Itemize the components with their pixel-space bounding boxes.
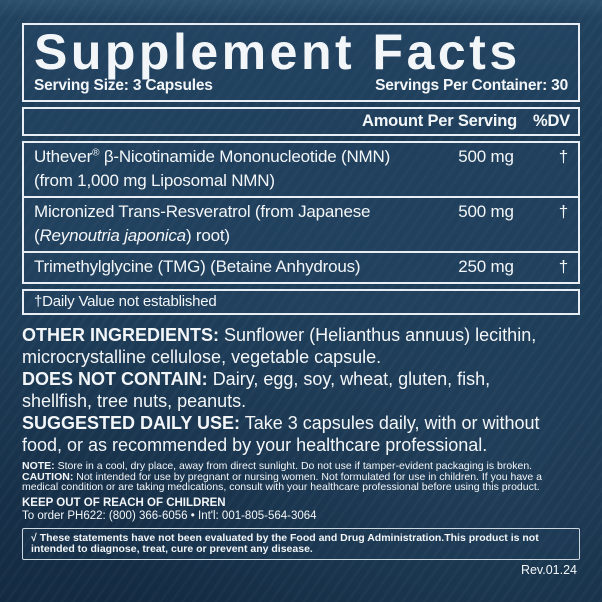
other-ingredients-label: OTHER INGREDIENTS: [22,325,220,345]
body-sections: OTHER INGREDIENTS: Sunflower (Helianthus… [22,324,544,456]
dv-value: † [558,257,568,276]
suggested-daily-use-section: SUGGESTED DAILY USE: Take 3 capsules dai… [22,412,544,456]
caution-text: Not intended for use by pregnant or nurs… [22,470,543,493]
dv-value: † [558,202,568,221]
ingredient-row-tmg: Trimethylglycine (TMG) (Betaine Anhydrou… [24,251,578,282]
caution-label: CAUTION: [22,470,74,483]
ingredient-table: Uthever® β-Nicotinamide Mononucleotide (… [22,141,580,284]
dv-value: † [558,147,568,166]
fda-disclaimer-box: √ These statements have not been evaluat… [22,527,580,560]
ingredient-name-line2: (Reynoutria japonica) root) [34,224,438,248]
fine-print: NOTE: Store in a cool, dry place, away f… [22,461,567,523]
ingredient-name-line1: Micronized Trans-Resveratrol (from Japan… [34,202,371,221]
registered-trademark-symbol: ® [92,147,100,159]
column-header-row: Amount Per Serving %DV [22,107,580,136]
note-line: NOTE: Store in a cool, dry place, away f… [22,461,567,472]
botanical-name: Reynoutria japonica [39,226,186,245]
line2-pre: ( [34,226,40,245]
amount-value: 250 mg [458,257,514,276]
suggested-daily-use-label: SUGGESTED DAILY USE: [22,413,241,433]
keep-out-warning: KEEP OUT OF REACH OF CHILDREN [22,496,226,509]
does-not-contain-text: Dairy, egg, soy, wheat, gluten, fish, sh… [22,369,491,411]
order-contact-info: To order PH622: (800) 366-6056 • Int'l: … [22,509,317,522]
dv-header: %DV [533,112,570,130]
note-text: Store in a cool, dry place, away from di… [57,460,533,472]
page-title: Supplement Facts [34,24,521,80]
check-mark-icon: √ [31,531,37,544]
amount-value: 500 mg [458,147,514,166]
line2-post: ) root) [185,226,230,245]
supplement-label: Supplement Facts Serving Size: 3 Capsule… [22,0,580,577]
serving-info-row: Serving Size: 3 Capsules Servings Per Co… [34,77,568,95]
serving-size-label: Serving Size: 3 Capsules [34,77,213,94]
brand-name: Uthever [34,147,93,166]
note-label: NOTE: [22,460,55,472]
caution-line: CAUTION: Not intended for use by pregnan… [22,470,567,493]
servings-per-container-label: Servings Per Container: 30 [375,77,568,94]
fda-disclaimer-text: These statements have not been evaluated… [31,531,539,555]
ingredient-name-rest: β-Nicotinamide Mononucleotide (NMN) [99,147,391,166]
ingredient-name: Trimethylglycine (TMG) (Betaine Anhydrou… [34,257,361,276]
other-ingredients-text: Sunflower (Helianthus annuus) lecithin, … [22,325,537,367]
amount-value: 500 mg [458,202,514,221]
ingredient-row-resveratrol: Micronized Trans-Resveratrol (from Japan… [24,196,578,251]
ingredient-row-nmn: Uthever® β-Nicotinamide Mononucleotide (… [24,143,578,196]
ingredient-name-line2: (from 1,000 mg Liposomal NMN) [34,171,275,190]
amount-per-serving-header: Amount Per Serving [361,112,517,130]
daily-value-footnote: †Daily Value not established [22,289,580,315]
other-ingredients-section: OTHER INGREDIENTS: Sunflower (Helianthus… [22,324,544,368]
suggested-daily-use-text: Take 3 capsules daily, with or without f… [22,413,540,455]
ingredient-name: Micronized Trans-Resveratrol (from Japan… [34,200,438,248]
does-not-contain-label: DOES NOT CONTAIN: [22,369,208,389]
footnote-text: †Daily Value not established [34,293,217,310]
ingredient-name: Uthever® β-Nicotinamide Mononucleotide (… [34,145,438,193]
does-not-contain-section: DOES NOT CONTAIN: Dairy, egg, soy, wheat… [22,368,544,412]
supplement-facts-header: Supplement Facts Serving Size: 3 Capsule… [22,23,580,102]
revision-label: Rev.01.24 [520,562,577,577]
